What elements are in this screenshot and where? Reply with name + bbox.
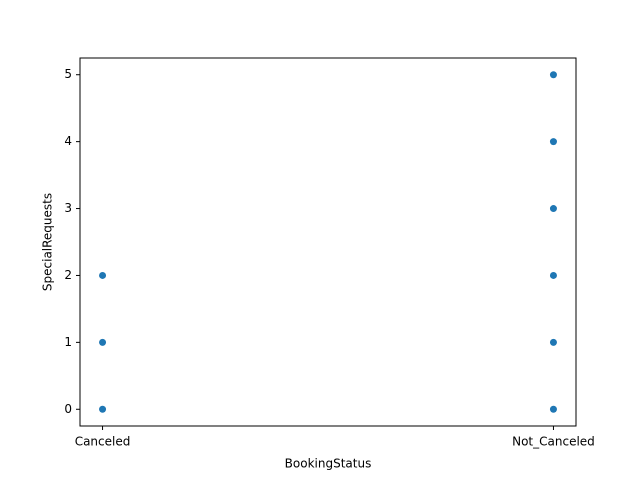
point bbox=[99, 271, 107, 279]
x-tick-label: Not_Canceled bbox=[512, 435, 595, 449]
y-tick-label: 1 bbox=[64, 335, 72, 349]
point bbox=[549, 71, 557, 79]
y-tick-label: 5 bbox=[64, 67, 72, 81]
y-tick-label: 0 bbox=[64, 402, 72, 416]
x-axis-label: BookingStatus bbox=[285, 457, 372, 471]
y-axis-label: SpecialRequests bbox=[41, 193, 55, 291]
point bbox=[549, 205, 557, 213]
point bbox=[99, 405, 107, 413]
point bbox=[549, 405, 557, 413]
y-tick-label: 2 bbox=[64, 268, 72, 282]
point bbox=[549, 138, 557, 146]
x-tick-label: Canceled bbox=[75, 435, 131, 449]
point bbox=[549, 271, 557, 279]
point bbox=[99, 338, 107, 346]
y-tick-label: 4 bbox=[64, 134, 72, 148]
y-tick-label: 3 bbox=[64, 201, 72, 215]
point bbox=[549, 338, 557, 346]
plot-frame bbox=[79, 57, 577, 427]
